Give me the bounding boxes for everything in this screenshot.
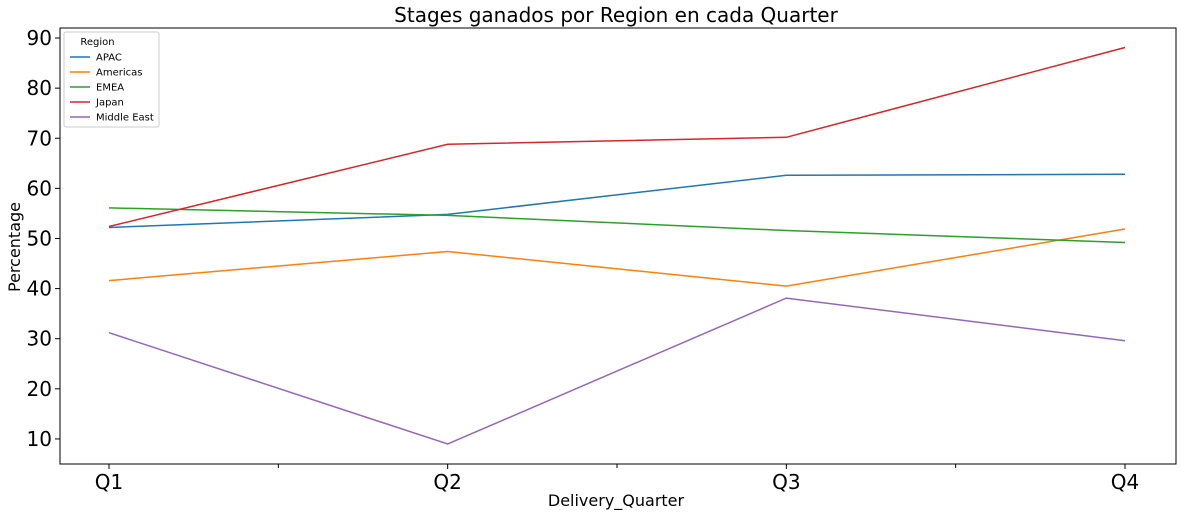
y-tick-label: 60 [27,176,52,200]
legend-title: Region [80,37,114,48]
x-tick-label: Q2 [433,470,461,494]
y-tick-label: 80 [27,76,52,100]
y-tick-label: 30 [27,327,52,351]
series-line-americas [108,228,1126,287]
y-tick-label: 90 [27,26,52,50]
series-line-japan [108,46,1126,228]
y-axis: 10 20 30 40 50 60 70 80 90 [27,26,60,451]
chart-title: Stages ganados por Region en cada Quarte… [394,3,838,27]
legend-entry-label: Japan [95,98,124,109]
x-tick-label: Q4 [1111,470,1139,494]
series-line-middle-east [108,297,1126,445]
legend: Region APAC Americas EMEA Japan Middle East [63,31,160,128]
legend-entry-label: Americas [96,68,142,79]
y-tick-label: 10 [27,427,52,451]
x-tick-label: Q1 [95,470,123,494]
legend-entry-label: APAC [96,53,122,64]
y-tick-label: 70 [27,126,52,150]
x-tick-label: Q3 [772,470,800,494]
legend-entry-label: Middle East [96,113,154,124]
y-tick-label: 20 [27,377,52,401]
legend-box [63,31,160,128]
series-line-emea [108,207,1126,244]
plot-frame [59,27,1177,465]
y-tick-label: 50 [27,226,52,250]
y-tick-label: 40 [27,277,52,301]
x-axis-label: Delivery_Quarter [548,491,685,511]
plot-series-group [108,46,1126,445]
x-axis: Q1 Q2 Q3 Q4 [95,464,1139,494]
legend-entry-label: EMEA [96,83,124,94]
y-axis-label: Percentage [5,202,24,292]
series-line-apac [108,173,1126,229]
